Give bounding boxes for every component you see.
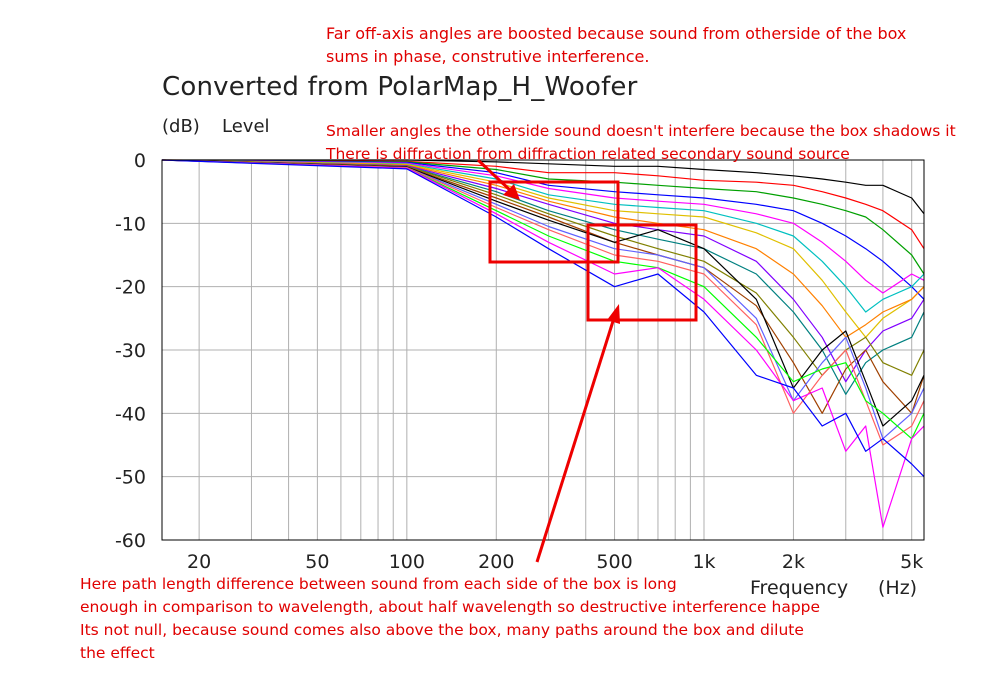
y-tick-label: -60: [115, 530, 146, 552]
series-line-17: [161, 159, 925, 528]
y-tick-label: -40: [115, 403, 146, 425]
series-line-13: [161, 159, 925, 427]
annotation-middle-line-2: There is diffraction from diffraction re…: [326, 145, 850, 163]
x-tick-label: 200: [478, 551, 514, 573]
series-line-5: [161, 159, 925, 294]
y-axis-label: Level: [222, 116, 270, 137]
x-tick-label: 5k: [900, 551, 923, 573]
arrow-upper-line: [476, 158, 514, 194]
arrow-upper-head: [503, 184, 520, 200]
series-line-4: [161, 159, 925, 300]
annotation-bottom-line-4: the effect: [80, 644, 155, 662]
annotation-shapes: [476, 158, 698, 563]
x-axis-label: Frequency: [750, 577, 849, 599]
series-line-3: [161, 159, 925, 275]
annotation-bottom-line-2: enough in comparison to wavelength, abou…: [80, 598, 821, 616]
highlight-box-lower: [586, 223, 698, 322]
annotation-bottom-line-1: Here path length difference between soun…: [80, 575, 677, 593]
x-tick-label: 500: [596, 551, 632, 573]
arrow-lower-head: [607, 304, 620, 324]
annotation-bottom-line-3: Its not null, because sound comes also a…: [80, 621, 804, 639]
y-tick-label: -50: [115, 467, 146, 489]
series-line-15: [161, 159, 925, 446]
series-line-2: [161, 159, 925, 250]
x-tick-label: 50: [305, 551, 329, 573]
annotation-bottom: Here path length difference between soun…: [80, 573, 820, 665]
chart-title: Converted from PolarMap_H_Woofer: [162, 72, 638, 102]
y-axis-unit: (dB): [162, 116, 200, 137]
series-group: [161, 159, 925, 528]
series-line-1: [162, 159, 925, 215]
y-tick-label: 0: [134, 150, 146, 172]
series-line-18: [161, 159, 925, 478]
y-tick-label: -20: [115, 277, 146, 299]
annotation-middle-line-1: Smaller angles the otherside sound doesn…: [326, 122, 956, 140]
x-tick-label: 100: [389, 551, 425, 573]
annotation-top-line-1: Far off-axis angles are boosted because …: [326, 24, 907, 43]
x-axis-unit: (Hz): [878, 577, 918, 599]
x-tick-label: 20: [187, 551, 211, 573]
series-line-16: [161, 159, 925, 440]
annotation-top: Far off-axis angles are boosted because …: [326, 22, 906, 68]
series-line-14: [161, 159, 925, 440]
annotation-top-line-2: sums in phase, construtive interference.: [326, 47, 650, 66]
annotation-middle: Smaller angles the otherside sound doesn…: [326, 120, 956, 166]
series-line-11: [161, 159, 925, 376]
arrow-lower-line: [535, 317, 616, 563]
series-line-12: [161, 159, 925, 414]
x-tick-label: 2k: [782, 551, 805, 573]
tick-labels: 20 50 100 200 500 1k 2k 5k 0 -10 -20 -30 -40 -50 -60: [115, 150, 923, 573]
highlight-box-upper: [488, 180, 620, 264]
x-tick-label: 1k: [692, 551, 715, 573]
grid: [162, 159, 924, 541]
y-tick-label: -10: [115, 213, 146, 235]
y-tick-label: -30: [115, 340, 146, 362]
